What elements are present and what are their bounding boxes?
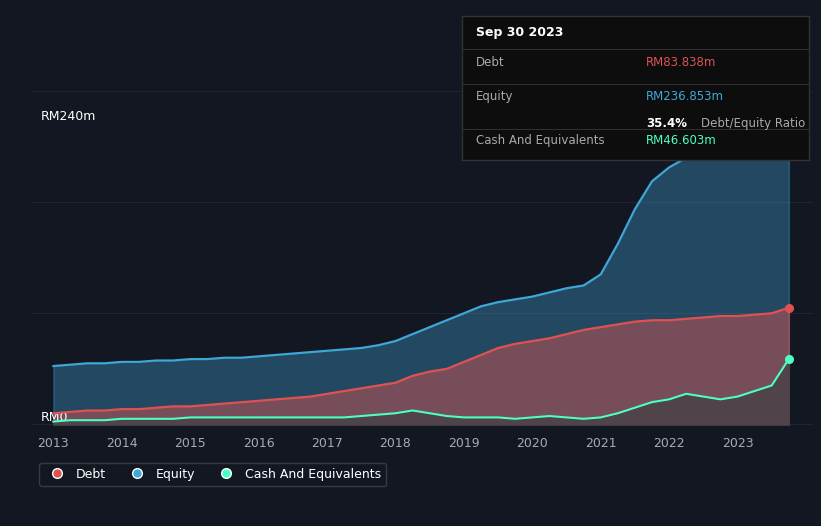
Text: 35.4%: 35.4% <box>646 117 687 130</box>
Text: Cash And Equivalents: Cash And Equivalents <box>476 135 605 147</box>
Point <box>782 91 796 99</box>
Text: Sep 30 2023: Sep 30 2023 <box>476 26 563 39</box>
Text: RM0: RM0 <box>41 411 68 424</box>
Text: RM240m: RM240m <box>41 110 96 123</box>
Point <box>782 304 796 312</box>
Text: Debt/Equity Ratio: Debt/Equity Ratio <box>701 117 805 130</box>
Legend: Debt, Equity, Cash And Equivalents: Debt, Equity, Cash And Equivalents <box>39 463 386 486</box>
Text: RM83.838m: RM83.838m <box>646 56 716 69</box>
Point <box>782 355 796 363</box>
Text: Equity: Equity <box>476 89 514 103</box>
Text: RM236.853m: RM236.853m <box>646 89 724 103</box>
Text: RM46.603m: RM46.603m <box>646 135 717 147</box>
Text: Debt: Debt <box>476 56 505 69</box>
